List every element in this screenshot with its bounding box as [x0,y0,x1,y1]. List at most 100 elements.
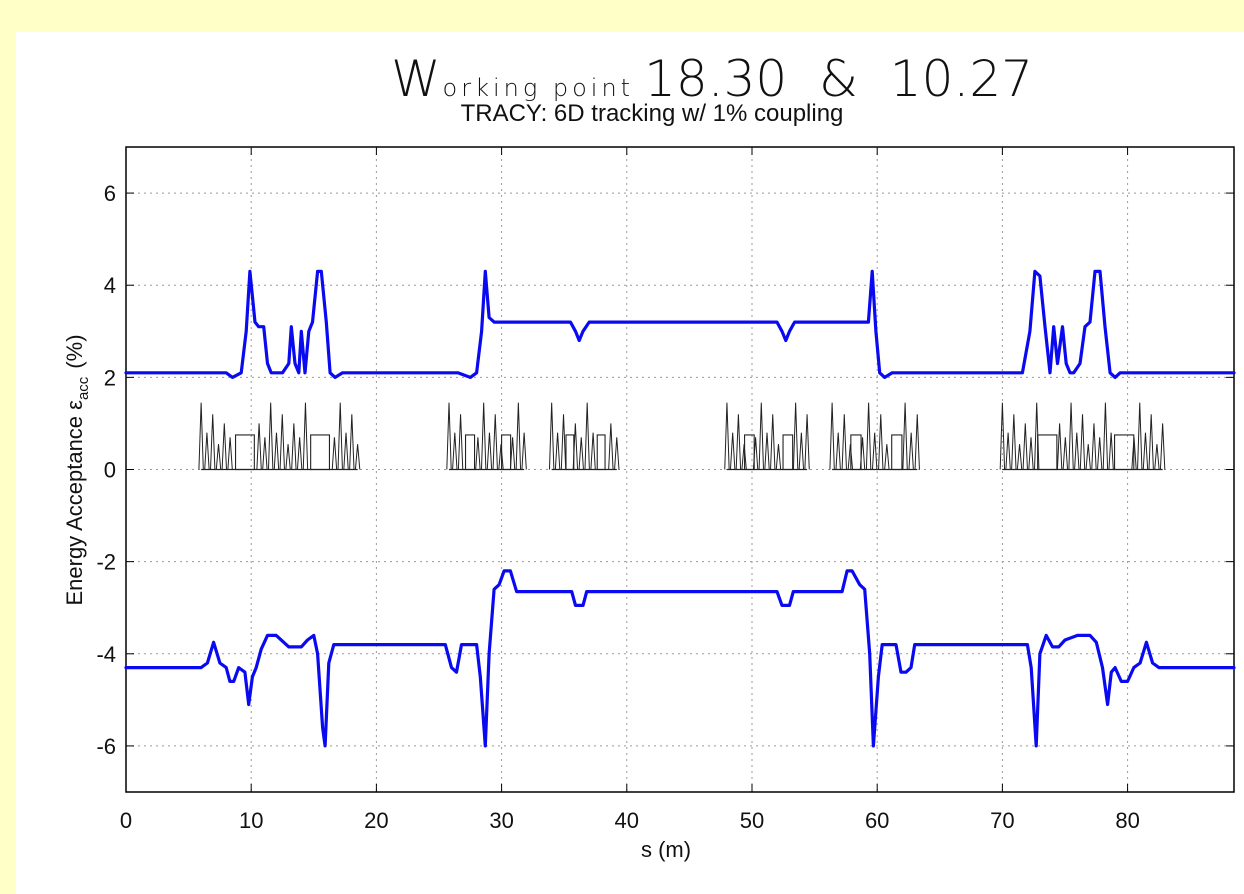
lattice-magnet [584,402,590,470]
lattice-dipole [596,434,606,471]
grid [126,147,1234,792]
y-tick-label: 0 [104,458,116,483]
lattice-magnet [792,402,799,470]
lattice-magnet [729,432,736,470]
lattice-magnet [267,402,274,470]
lattice-magnet [498,444,504,470]
lattice-dipole [1037,434,1058,471]
lattice-magnet [1131,437,1137,470]
x-tick-label: 50 [740,808,764,833]
lattice-magnet [480,402,487,470]
lattice-magnet [285,444,291,470]
lattice-magnet [1079,414,1086,470]
x-tick-label: 30 [489,808,513,833]
lattice-magnet [1159,423,1166,470]
lattice-magnet [908,432,914,470]
lattice-magnet [331,437,338,470]
y-tick-label: -2 [96,550,116,575]
y-tick-label: 4 [104,273,116,298]
lattice-magnet [204,432,210,470]
lattice-magnet [902,402,908,470]
x-tick-label: 20 [364,808,388,833]
x-tick-label: 60 [865,808,889,833]
x-tick-label: 0 [120,808,132,833]
lattice-magnet [302,402,309,470]
lattice-magnet [1142,432,1149,470]
lattice-magnet [256,423,262,470]
y-tick-labels: -6 -4 -2 0 2 4 6 [96,181,116,759]
lattice-dipole [1114,434,1135,471]
lattice-magnet [614,437,620,470]
lattice-magnet [349,414,355,470]
lattice-magnet [1108,432,1114,470]
lattice-magnet [770,414,776,470]
lattice-magnet [1074,432,1080,470]
series-line-negative-acceptance [124,569,1236,748]
x-tick-label: 40 [615,808,639,833]
lattice-magnet [1091,423,1097,470]
series-line-positive-acceptance [124,269,1236,379]
chart-title: TRACY: 6D tracking w/ 1% coupling [461,100,844,127]
x-tick-marks [125,147,1129,792]
lattice-magnet [1034,402,1040,470]
lattice-magnet [1137,402,1143,470]
lattice-magnet [521,432,527,470]
lattice-magnet [1056,423,1063,470]
lattice-magnet [590,432,596,470]
y-axis-label-subscript: acc [75,376,92,400]
lattice-dipole [234,434,255,471]
lattice-magnet [509,437,516,470]
lattice-magnet [829,402,835,470]
lattice-magnet [273,432,280,470]
lattice-magnet [798,432,805,470]
lattice-magnet [847,444,854,470]
lattice-magnet [227,437,233,470]
lattice-magnet [752,437,759,470]
lattice-magnet [1154,444,1160,470]
x-tick-label: 70 [990,808,1014,833]
lattice-magnet [764,432,770,470]
lattice-magnet [354,444,361,470]
lattice-magnet [578,437,584,470]
lattice-magnet [735,414,742,470]
lattice-magnet [457,414,464,470]
lattice-magnet [865,402,872,470]
lattice-magnet [741,444,747,470]
lattice-magnet [446,402,452,470]
lattice-dipole [310,434,330,471]
main-title-numbers: 18.30 & 10.27 [644,50,1033,108]
lattice-magnet [1028,437,1034,470]
lattice-magnet [1022,423,1028,470]
lattice-magnet [475,437,481,470]
y-axis-label: Energy Acceptance εacc (%) [62,334,92,605]
y-tick-label: 2 [104,365,116,390]
lattice-dipole [464,434,476,471]
lattice-magnet [337,402,343,470]
lattice-magnet [515,402,522,470]
x-tick-labels: 0 10 20 30 40 50 60 70 80 [120,808,1140,833]
lattice-magnet [775,444,782,470]
lattice-magnet [1068,402,1074,470]
lattice-magnet [859,437,866,470]
y-axis-label-unit: (%) [62,334,87,368]
lattice-magnet [279,414,285,470]
main-title-initial: W [391,50,440,108]
lattice-magnet [492,414,498,470]
series-layer [124,269,1236,748]
lattice-magnet [835,432,841,470]
lattice-magnet [572,423,579,470]
lattice-magnet [560,414,567,470]
lattice-magnet [554,432,561,470]
x-tick-label: 80 [1115,808,1139,833]
lattice-magnet [548,402,555,470]
lattice-dipole [891,434,903,471]
main-title: Working point 18.30 & 10.27 [391,50,1033,108]
y-tick-marks [126,192,1234,747]
y-tick-label: 6 [104,181,116,206]
lattice-magnet [871,432,878,470]
lattice-magnet [296,437,303,470]
lattice-magnet [343,432,349,470]
lattice-layout [198,402,1166,471]
lattice-magnet [1085,444,1091,470]
